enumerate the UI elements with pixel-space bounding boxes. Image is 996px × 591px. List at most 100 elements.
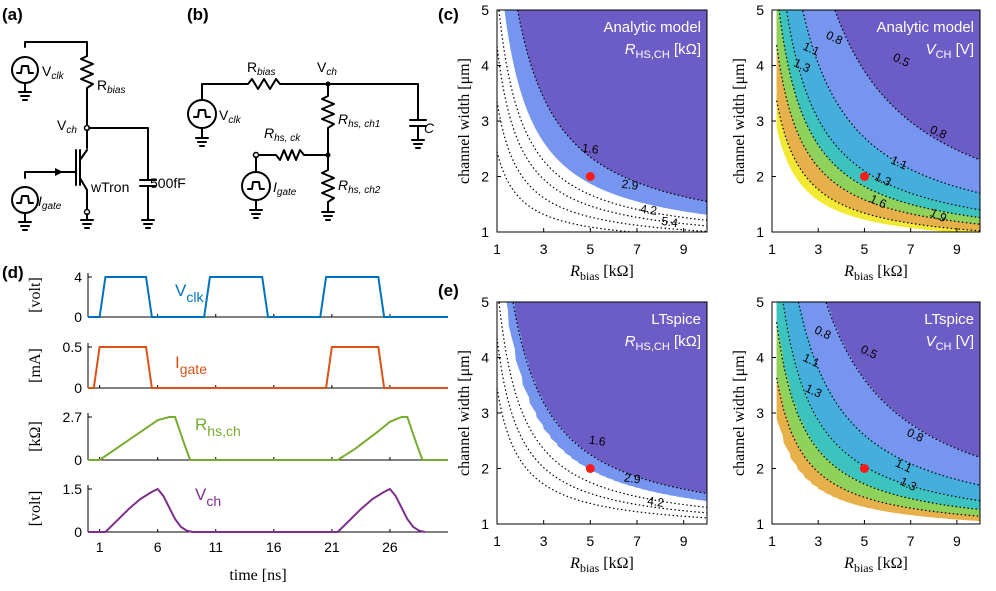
rhsch2-label: Rhs, ch2 xyxy=(338,177,381,196)
heatmap-contour-label: 0.8 xyxy=(812,323,833,343)
heatmap-title: Analytic model xyxy=(603,19,701,36)
heatmap-xlabel: Rbias [kΩ] xyxy=(843,555,908,575)
heatmap-c-right: 0.50.80.81.11.11.31.31.61.91 3 5 7 912345Rbi… xyxy=(731,2,981,283)
timing-series-name: Vclk xyxy=(175,281,204,305)
heatmap-contour-label: 1.3 xyxy=(803,381,824,401)
timing-series-name: Rhs,ch xyxy=(195,415,241,439)
heatmap-contour-label: 4.2 xyxy=(639,202,658,218)
igate-label: Igate xyxy=(273,179,297,198)
heatmap-xtick-label: 5 xyxy=(861,533,869,549)
operating-point-marker xyxy=(859,464,869,473)
timing-series-name: Igate xyxy=(175,353,207,377)
heatmap-ytick-label: 2 xyxy=(481,169,489,185)
heatmap-contour-line xyxy=(778,10,980,219)
heatmap-band xyxy=(517,10,707,202)
rhs-resistors-icon xyxy=(321,83,335,221)
heatmap-contour-line xyxy=(497,387,707,519)
timing-ytick-label: 0 xyxy=(74,380,82,396)
timing-xtick-label: 11 xyxy=(208,539,223,555)
heatmap-ytick-label: 1 xyxy=(481,224,489,240)
heatmap-contour-label: 1.1 xyxy=(801,350,822,370)
heatmap-ytick-label: 3 xyxy=(481,113,489,129)
heatmap-ytick-label: 4 xyxy=(756,350,764,366)
heatmap-xtick-label: 7 xyxy=(633,533,641,549)
heatmap-xtick-label: 1 xyxy=(768,533,776,549)
vch-label: Vch xyxy=(57,117,77,136)
igate-source-icon xyxy=(241,171,271,201)
heatmap-ytick-label: 5 xyxy=(756,294,764,310)
wtron-label: wTron xyxy=(90,179,129,195)
vclk-label: Vclk xyxy=(42,63,65,82)
timing-xtick-label: 16 xyxy=(266,539,282,555)
heatmap-xtick-label: 9 xyxy=(953,533,961,549)
heatmap-ytick-label: 5 xyxy=(481,294,489,310)
heatmap-contour-label: 1.9 xyxy=(928,205,949,225)
heatmap-band xyxy=(834,10,980,160)
heatmap-blank-region xyxy=(772,93,980,232)
heatmap-ytick-label: 5 xyxy=(481,2,489,18)
heatmap-xtick-label: 1 xyxy=(768,241,776,257)
heatmap-ytick-label: 3 xyxy=(756,405,764,421)
heatmap-xtick-label: 3 xyxy=(814,533,822,549)
heatmap-ylabel: channel width [μm] xyxy=(456,350,473,476)
heatmap-title: Analytic model xyxy=(876,19,974,36)
heatmap-blank-region xyxy=(497,302,707,524)
heatmap-contour-line xyxy=(797,302,980,486)
heatmap-ytick-label: 4 xyxy=(481,58,489,74)
circuit-a: Vclk Rbias Vch Igate wTron 500fF xyxy=(11,41,186,231)
timing-ytick-label: 4 xyxy=(74,269,82,285)
heatmap-contour-line xyxy=(825,302,980,458)
heatmap-band xyxy=(826,302,980,458)
heatmap-xtick-label: 3 xyxy=(540,533,548,549)
heatmap-xtick-label: 9 xyxy=(680,241,688,257)
heatmap-xlabel: Rbias [kΩ] xyxy=(569,555,634,575)
timing-series-line xyxy=(88,416,448,461)
heatmap-xtick-label: 9 xyxy=(953,241,961,257)
heatmap-subtitle: VCH [V] xyxy=(926,41,974,61)
heatmap-ytick-label: 1 xyxy=(756,516,764,532)
timing-ytick-label: 0 xyxy=(74,452,82,468)
heatmap-ylabel: channel width [μm] xyxy=(731,350,748,476)
heatmap-xtick-label: 1 xyxy=(493,533,501,549)
heatmap-contour-line xyxy=(497,101,707,232)
timing-ytick-label: 2.7 xyxy=(63,409,83,425)
panel-label-e: (e) xyxy=(438,281,459,300)
heatmap-blank-region xyxy=(497,10,707,232)
heatmap-contour-label: 1.1 xyxy=(801,39,822,59)
heatmap-contour-label: 5.4 xyxy=(660,214,679,230)
heatmap-band xyxy=(514,302,707,494)
heatmap-subtitle: RHS,CH [kΩ] xyxy=(625,333,701,353)
timing-ylabel: [mA] xyxy=(27,348,44,383)
heatmap-contour-line xyxy=(512,302,707,495)
panel-label-a: (a) xyxy=(2,5,23,24)
timing-ytick-label: 0 xyxy=(74,524,82,540)
vclk-source-icon xyxy=(187,99,217,129)
heatmap-ytick-label: 3 xyxy=(756,113,764,129)
timing-series-line xyxy=(88,276,448,318)
heatmap-contour-label: 1.1 xyxy=(889,153,910,173)
rbias-label: Rbias xyxy=(247,59,275,78)
timing-ylabel: [kΩ] xyxy=(27,421,44,452)
heatmap-xtick-label: 7 xyxy=(907,241,915,257)
heatmap-contour-label: 1.1 xyxy=(893,456,914,476)
panel-label-c: (c) xyxy=(438,5,459,24)
heatmap-ytick-label: 2 xyxy=(756,169,764,185)
heatmap-xtick-label: 7 xyxy=(907,533,915,549)
timing-ytick-label: 0.5 xyxy=(63,339,83,355)
cap-label: 500fF xyxy=(150,175,186,191)
heatmap-xtick-label: 9 xyxy=(680,533,688,549)
timing-xlabel: time [ns] xyxy=(229,567,286,584)
heatmap-contour-label: 0.8 xyxy=(928,122,949,142)
heatmap-ytick-label: 3 xyxy=(481,405,489,421)
timing-series-line xyxy=(88,487,426,533)
heatmap-contour-label: 1.6 xyxy=(868,192,889,212)
timing-ylabel: [volt] xyxy=(27,491,44,527)
timing-series-line xyxy=(88,346,448,389)
ground-icon xyxy=(18,82,32,101)
heatmap-area xyxy=(497,302,707,524)
heatmap-area xyxy=(497,10,707,232)
heatmap-contour-label: 1.6 xyxy=(588,433,607,449)
timing-xtick-label: 1 xyxy=(96,539,104,555)
